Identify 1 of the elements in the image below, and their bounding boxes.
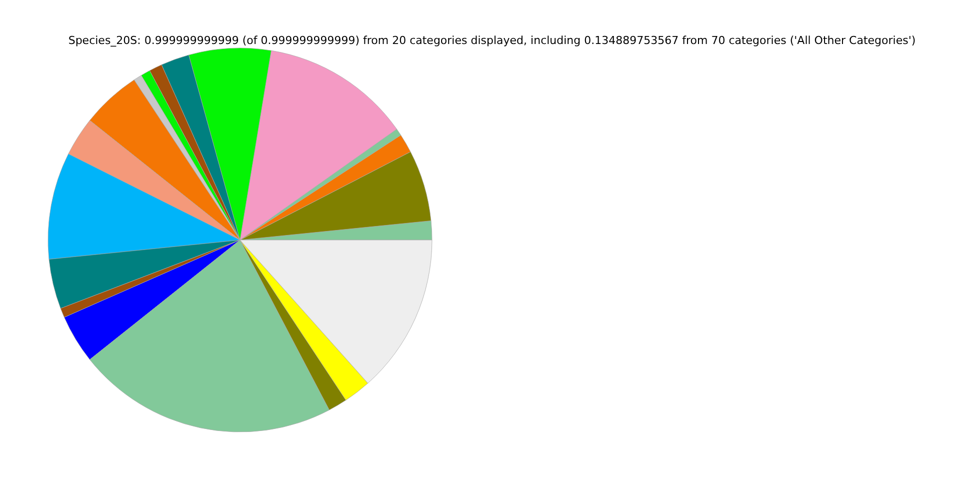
text: Species_20S: 0.999999999999 (of 0.999999999999) from 20 categories displayed, including 0.134889753567 from 70 categories ('All Other Categories') [68,34,916,47]
